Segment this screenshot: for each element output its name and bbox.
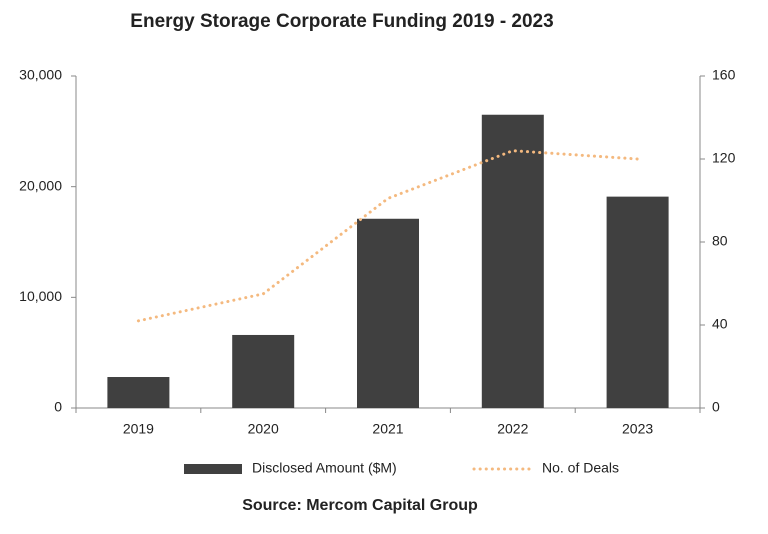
legend-label: No. of Deals	[542, 460, 619, 476]
x-tick-label: 2020	[248, 421, 279, 437]
bar	[357, 218, 419, 408]
x-tick-label: 2019	[123, 421, 154, 437]
y-tick-label: 30,000	[19, 67, 62, 83]
y-tick-label: 0	[54, 399, 62, 415]
y2-tick-label: 40	[712, 316, 728, 332]
legend-swatch	[184, 464, 242, 474]
x-tick-label: 2021	[372, 421, 403, 437]
bar	[606, 196, 669, 408]
source-note: Source: Mercom Capital Group	[242, 497, 478, 514]
x-tick-label: 2023	[622, 421, 653, 437]
chart-title: Energy Storage Corporate Funding 2019 - …	[130, 11, 553, 32]
y2-tick-label: 0	[712, 399, 720, 415]
y2-tick-label: 120	[712, 150, 736, 166]
y-tick-label: 20,000	[19, 177, 62, 193]
legend-label: Disclosed Amount ($M)	[252, 460, 397, 476]
bar	[232, 334, 295, 408]
y2-tick-label: 160	[712, 67, 736, 83]
bar	[107, 377, 170, 408]
y-tick-label: 10,000	[19, 288, 62, 304]
bar	[481, 114, 544, 408]
x-tick-label: 2022	[497, 421, 528, 437]
y2-tick-label: 80	[712, 233, 728, 249]
line	[136, 149, 640, 323]
